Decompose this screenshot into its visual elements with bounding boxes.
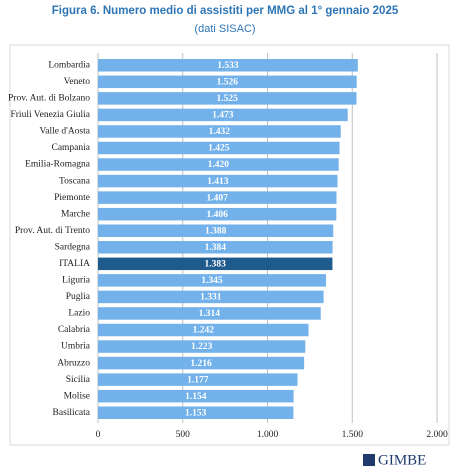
y-tick-label: Campania [51,143,90,153]
x-tick-label: 500 [176,430,191,440]
y-tick-label: Valle d'Aosta [39,127,90,137]
bar [98,373,298,386]
logo: GIMBE [378,452,426,468]
bar [98,174,338,188]
value-label: 1.526 [217,78,239,88]
value-label: 1.533 [217,61,239,71]
value-label: 1.177 [187,375,209,385]
bar [98,290,324,304]
x-tick-label: 1.000 [257,430,279,440]
x-tick-label: 0 [96,430,101,440]
bar [98,59,358,72]
value-label: 1.406 [206,210,228,220]
bar [98,241,333,254]
bar [98,356,305,370]
y-tick-label: ITALIA [59,259,90,269]
value-label: 1.420 [208,160,230,170]
value-label: 1.223 [191,342,213,352]
value-label: 1.473 [212,111,234,121]
y-tick-label: Liguria [62,276,91,286]
value-label: 1.153 [185,408,207,418]
y-tick-label: Toscana [59,176,91,186]
y-tick-label: Puglia [66,292,91,302]
value-label: 1.216 [190,359,212,369]
chart-subtitle: (dati SISAC) [194,23,255,35]
value-label: 1.388 [205,226,227,236]
chart-title: Figura 6. Numero medio di assistiti per … [52,5,399,17]
value-label: 1.242 [193,326,215,336]
y-tick-label: Umbria [61,342,91,352]
bar [98,257,333,271]
x-tick-label: 1.500 [342,430,364,440]
y-tick-label: Prov. Aut. di Trento [15,226,90,236]
value-label: 1.345 [201,276,223,286]
y-tick-label: Veneto [64,77,91,87]
y-tick-label: Molise [64,391,90,401]
y-tick-label: Piemonte [54,193,90,203]
value-label: 1.432 [209,127,231,137]
bar [98,141,340,155]
bar [98,389,294,403]
y-tick-label: Basilicata [53,408,91,418]
bar [98,323,309,337]
bar [98,158,339,171]
bar [98,340,306,353]
y-tick-label: Lombardia [48,60,90,70]
y-tick-label: Marche [61,209,90,219]
bar [98,307,321,320]
bar [98,108,348,122]
y-tick-label: Friuli Venezia Giulia [10,110,90,120]
value-label: 1.154 [185,392,207,402]
plot-frame [9,44,450,446]
y-tick-label: Sardegna [55,242,91,252]
bar [98,92,357,105]
y-tick-label: Abruzzo [57,358,90,368]
value-label: 1.314 [199,309,221,319]
bar [98,274,326,287]
bar [98,224,334,237]
value-label: 1.425 [208,144,230,154]
y-tick-label: Lazio [68,309,90,319]
bar [98,406,294,419]
logo-icon [363,454,375,466]
y-tick-label: Calabria [58,325,91,335]
value-label: 1.407 [207,193,229,203]
value-label: 1.413 [207,177,229,187]
value-label: 1.383 [205,260,227,270]
y-tick-label: Sicilia [66,375,91,385]
x-tick-label: 2.000 [426,430,448,440]
bar [98,191,337,204]
value-label: 1.525 [217,94,239,104]
bar [98,207,337,221]
y-tick-label: Prov. Aut. di Bolzano [8,94,90,104]
value-label: 1.331 [200,293,222,303]
value-label: 1.384 [205,243,227,253]
bar [98,75,357,89]
bar [98,125,341,138]
y-tick-label: Emilia-Romagna [25,160,91,170]
